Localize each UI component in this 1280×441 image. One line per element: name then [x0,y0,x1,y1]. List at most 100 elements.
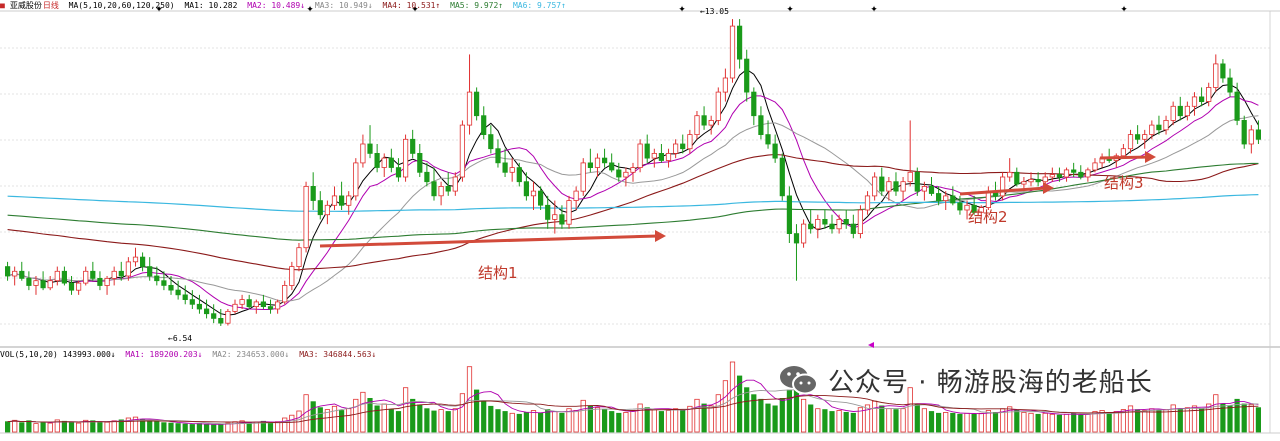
volume-bar-98 [701,403,707,433]
candle-body-48 [346,195,352,206]
candle-body-170 [1213,63,1219,88]
volume-bar-128 [914,403,920,433]
volume-bar-164 [1170,404,1176,433]
structure-1-label: 结构1 [478,264,518,282]
volume-bar-89 [637,403,643,433]
volume-bar-5 [40,421,46,433]
candle-body-176 [1255,129,1261,140]
candle-body-93 [665,152,672,161]
candle-body-67 [481,115,487,135]
candle-body-29 [211,313,217,319]
candle-body-174 [1241,120,1247,145]
volume-bar-108 [772,405,778,433]
candle-body-102 [729,25,736,79]
candle-body-74 [530,190,537,197]
volume-bar-94 [673,408,679,433]
volume-bar-56 [402,387,409,433]
volume-bar-39 [282,417,288,433]
volume-bar-68 [488,405,494,433]
candle-body-110 [786,195,793,234]
volume-bar-16 [118,419,124,433]
candle-body-99 [708,120,714,126]
volume-bar-131 [936,412,942,433]
candle-body-144 [1028,178,1034,183]
candle-body-47 [338,195,345,206]
candle-body-111 [793,233,800,244]
volume-bar-53 [381,403,387,433]
candle-body-146 [1042,176,1048,183]
volume-bar-167 [1191,405,1198,433]
candle-body-150 [1071,169,1077,173]
candle-body-133 [950,195,956,204]
volume-bar-2 [19,422,25,433]
candle-body-160 [1142,134,1148,140]
volume-bar-57 [410,398,416,433]
volume-bar-113 [808,404,814,433]
volume-bar-85 [609,411,615,433]
candle-body-132 [943,195,949,201]
candle-body-106 [758,115,764,135]
volume-bar-8 [61,420,68,433]
candle-body-28 [203,308,210,315]
volume-bar-23 [168,422,174,433]
candle-body-153 [1092,162,1098,171]
candle-body-78 [559,214,565,225]
candle-body-20 [147,266,153,277]
candle-body-30 [218,317,224,324]
candle-body-38 [274,301,281,310]
candle-body-142 [1014,171,1020,185]
candle-body-70 [502,162,508,173]
low-price-label: ←6.54 [168,334,193,343]
volume-bar-0 [5,421,11,433]
volume-bar-20 [147,420,153,433]
volume-bar-87 [623,411,629,433]
stock-title-icon: ■ [0,1,5,10]
ma-line-MA60 [7,153,1259,271]
volume-bar-1 [12,419,18,433]
volume-bar-153 [1092,411,1098,433]
candle-body-35 [253,301,259,307]
candle-body-14 [104,277,110,286]
volume-bar-76 [545,409,551,433]
structure-3-arrow-shaft [1099,155,1149,160]
volume-bar-30 [218,424,224,433]
volume-bar-144 [1028,412,1034,433]
watermark-text: 公众号 · 畅游股海的老船长 [828,367,1153,398]
candle-body-88 [630,167,636,173]
volume-bars[interactable] [5,361,1261,433]
candle-body-107 [765,134,771,145]
volume-bar-92 [658,411,665,433]
candle-body-129 [921,185,928,192]
vol-ma1-value: MA1: 189200.203↓ [125,350,203,359]
volume-bar-123 [879,405,885,433]
volume-bar-17 [125,417,131,433]
candle-body-68 [488,134,494,150]
candle-body-151 [1078,171,1084,178]
volume-bar-122 [872,400,878,433]
candle-body-17 [125,261,131,277]
volume-bar-107 [765,403,771,433]
candle-body-13 [97,277,103,286]
high-price-label: ←13.05 [700,7,729,16]
candle-body-73 [523,181,530,197]
structure-2-arrow-head [1043,182,1054,194]
volume-bar-156 [1113,411,1119,433]
volume-bar-25 [182,423,188,433]
candle-body-169 [1206,87,1212,102]
candle-body-127 [907,171,913,183]
volume-bar-77 [552,411,558,433]
candle-body-92 [658,152,665,161]
candle-body-116 [829,223,835,230]
candle-body-134 [957,202,963,211]
volume-bar-72 [516,413,522,433]
volume-bar-27 [196,423,202,433]
volume-bar-142 [1014,410,1020,433]
candle-body-115 [822,218,828,225]
volume-bar-172 [1227,405,1233,433]
candlesticks[interactable] [5,19,1261,326]
volume-bar-127 [907,387,913,433]
volume-bar-48 [346,408,352,433]
volume-bar-126 [900,408,906,433]
candle-body-34 [246,299,252,308]
